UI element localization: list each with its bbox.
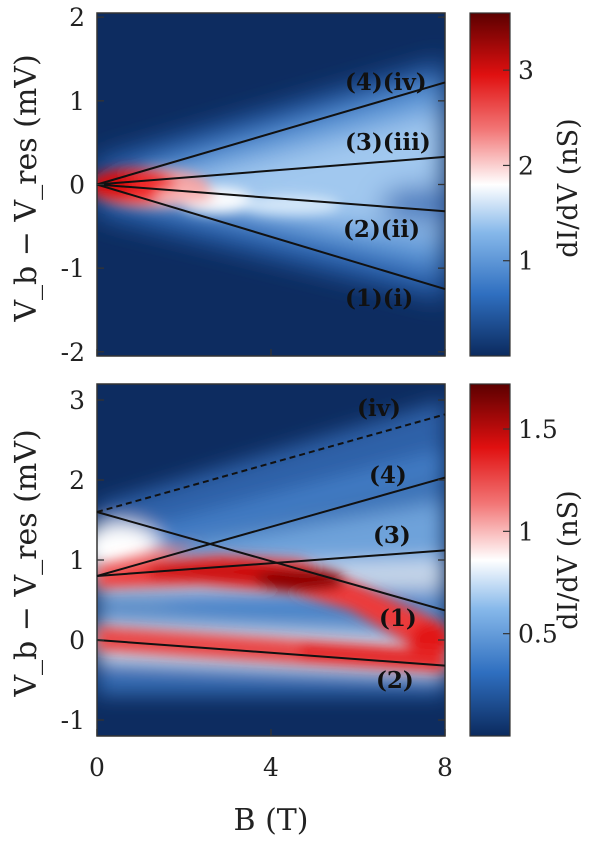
bottom-colorbar-label: dI/dV (nS) [553, 490, 584, 629]
top-annotation-2-ii: (2)(ii) [343, 216, 420, 243]
bot-ytick-label-2: 1 [69, 546, 85, 575]
bot-ytick-label-4: -1 [61, 706, 85, 735]
top-panel: 210-1-2 (4)(iv) (3)(iii) (2)(ii) (1)(i) … [9, 3, 584, 367]
bot-ytick-label-1: 2 [69, 466, 85, 495]
bottom-annotation-1: (1) [379, 605, 417, 632]
top-annotation-1-i: (1)(i) [345, 285, 413, 312]
top-colorbar [469, 12, 511, 357]
top-cbtick-label-2: 1 [518, 247, 534, 276]
top-ytick-label-3: -1 [61, 254, 85, 283]
bot-cbtick-label-0: 1.5 [518, 415, 558, 444]
top-line-0 [96, 81, 446, 186]
top-ytick-label-4: -2 [61, 338, 85, 367]
bot-xtick-label-2: 8 [437, 753, 453, 782]
bot-ytick-label-0: 3 [69, 386, 85, 415]
top-y-ticks: 2 1 0 -1 -2 [61, 3, 446, 367]
bottom-annotation-4: (4) [369, 462, 407, 489]
bot-cbtick-label-1: 1 [518, 517, 534, 546]
bottom-fit-lines [96, 413, 446, 667]
bot-line-2 [96, 549, 446, 577]
bottom-colorbar [469, 383, 511, 737]
top-cbtick-label-0: 3 [518, 56, 534, 85]
bot-line-3 [96, 511, 446, 612]
top-ytick-label-1: 1 [69, 87, 85, 116]
bot-line-1 [96, 476, 446, 577]
bot-line-4 [96, 639, 446, 667]
bottom-colorbar-ticks: 1.5 1 0.5 [503, 415, 558, 649]
top-fit-lines [96, 81, 446, 291]
bottom-annotation-iv: (iv) [357, 395, 401, 422]
top-line-2 [96, 183, 446, 213]
bottom-annotation-2: (2) [376, 667, 414, 694]
top-ytick-label-0: 2 [69, 3, 85, 32]
top-annotation-4-iv: (4)(iv) [345, 69, 427, 96]
bottom-annotation-3: (3) [373, 522, 411, 549]
bottom-x-axis-label: B (T) [234, 803, 309, 838]
bot-xtick-label-0: 0 [89, 753, 105, 782]
top-colorbar-label: dI/dV (nS) [553, 118, 584, 257]
bottom-y-axis-label: V_b − V_res (mV) [9, 429, 44, 697]
top-line-1 [96, 155, 446, 186]
bot-line-0 [96, 413, 446, 513]
top-cbtick-label-1: 2 [518, 151, 534, 180]
bottom-y-ticks: 3 2 1 0 -1 [61, 386, 445, 735]
top-colorbar-ticks: 3 2 1 [503, 56, 534, 276]
bottom-x-ticks: 0 4 8 [89, 729, 453, 782]
bot-xtick-label-1: 4 [263, 753, 279, 782]
top-annotation-3-iii: (3)(iii) [345, 129, 431, 156]
bot-cbtick-label-2: 0.5 [518, 620, 558, 649]
top-ytick-label-2: 0 [69, 171, 85, 200]
bot-ytick-label-3: 0 [69, 626, 85, 655]
top-y-axis-label: V_b − V_res (mV) [9, 54, 44, 322]
top-line-3 [96, 183, 446, 291]
